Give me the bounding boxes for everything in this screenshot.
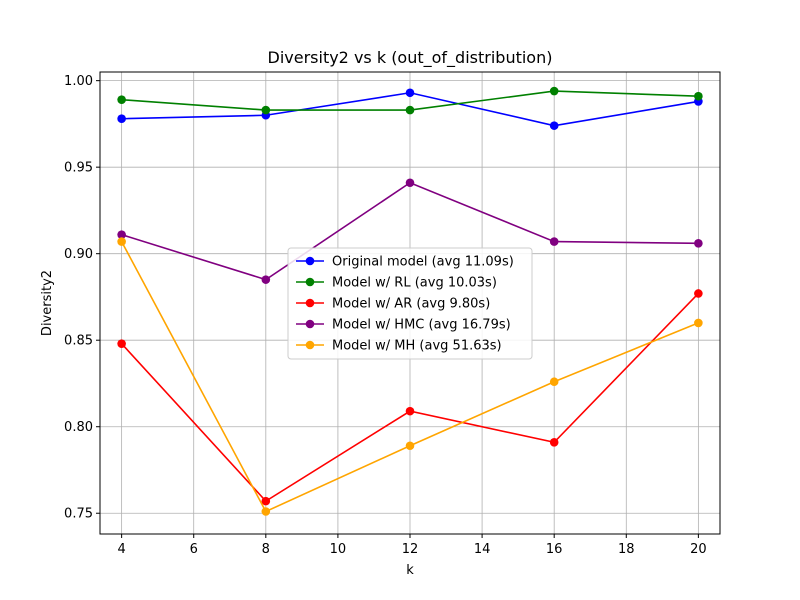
y-tick-label: 0.75 [64, 507, 93, 522]
data-point [694, 289, 703, 298]
y-axis: 0.75 0.80 0.85 0.90 0.95 1.00 [64, 74, 100, 522]
x-tick-label: 4 [117, 542, 125, 557]
data-point [694, 318, 703, 328]
y-tick-label: 0.85 [64, 334, 93, 349]
legend-item: Original model (avg 11.09s) [296, 255, 514, 270]
legend-label: Model w/ MH (avg 51.63s) [332, 339, 502, 354]
data-point [261, 507, 271, 516]
legend-label: Model w/ HMC (avg 16.79s) [332, 318, 511, 333]
series-4 [117, 237, 703, 516]
legend-box [287, 247, 533, 360]
y-tick-label: 0.80 [64, 420, 93, 435]
x-tick-label: 16 [546, 542, 563, 557]
x-tick-label: 18 [618, 542, 635, 557]
data-point [405, 88, 415, 98]
legend-item: Model w/ RL (avg 10.03s) [296, 276, 497, 291]
data-point [694, 239, 703, 248]
data-point [405, 178, 415, 188]
y-tick-label: 0.95 [64, 161, 93, 176]
grid [100, 72, 720, 534]
data-point [117, 339, 126, 348]
x-tick-label: 20 [690, 542, 707, 557]
legend-label: Original model (avg 11.09s) [332, 255, 514, 270]
x-tick-label: 14 [474, 542, 491, 557]
y-tick-label: 0.90 [64, 247, 93, 262]
data-point [405, 105, 415, 115]
data-point [261, 275, 271, 284]
data-point [405, 441, 415, 451]
legend-marker [305, 256, 315, 266]
legend-marker [305, 298, 315, 308]
x-tick-label: 6 [190, 542, 198, 557]
data-point [117, 237, 126, 246]
data-point [117, 230, 126, 239]
data-point [405, 406, 415, 416]
x-tick-label: 8 [262, 542, 270, 557]
data-point [261, 105, 271, 115]
x-axis-label: k [406, 563, 414, 578]
legend-item: Model w/ AR (avg 9.80s) [296, 297, 490, 312]
legend-item: Model w/ HMC (avg 16.79s) [296, 318, 511, 333]
data-point [694, 91, 703, 101]
x-tick-label: 12 [402, 542, 419, 557]
legend-marker [305, 319, 315, 329]
data-point [549, 377, 559, 387]
legend: Original model (avg 11.09s) Model w/ RL (… [287, 247, 533, 360]
series-3 [117, 178, 703, 284]
legend-marker [305, 340, 315, 350]
data-point [549, 86, 559, 96]
data-point [549, 121, 559, 130]
legend-marker [305, 277, 315, 287]
series-layer [117, 86, 703, 516]
series-1 [117, 86, 703, 115]
x-tick-label: 10 [330, 542, 347, 557]
data-point [117, 95, 126, 104]
legend-item: Model w/ MH (avg 51.63s) [296, 339, 502, 354]
y-axis-label: Diversity2 [40, 270, 55, 336]
data-point [261, 496, 271, 506]
series-2 [117, 289, 703, 506]
y-tick-label: 1.00 [64, 74, 93, 89]
x-axis: 4 6 8 10 12 14 16 18 20 [117, 534, 707, 557]
data-point [117, 114, 126, 124]
data-point [549, 437, 559, 447]
legend-label: Model w/ RL (avg 10.03s) [332, 276, 497, 291]
data-point [549, 237, 559, 246]
chart-title: Diversity2 vs k (out_of_distribution) [268, 48, 553, 68]
legend-label: Model w/ AR (avg 9.80s) [332, 297, 490, 312]
